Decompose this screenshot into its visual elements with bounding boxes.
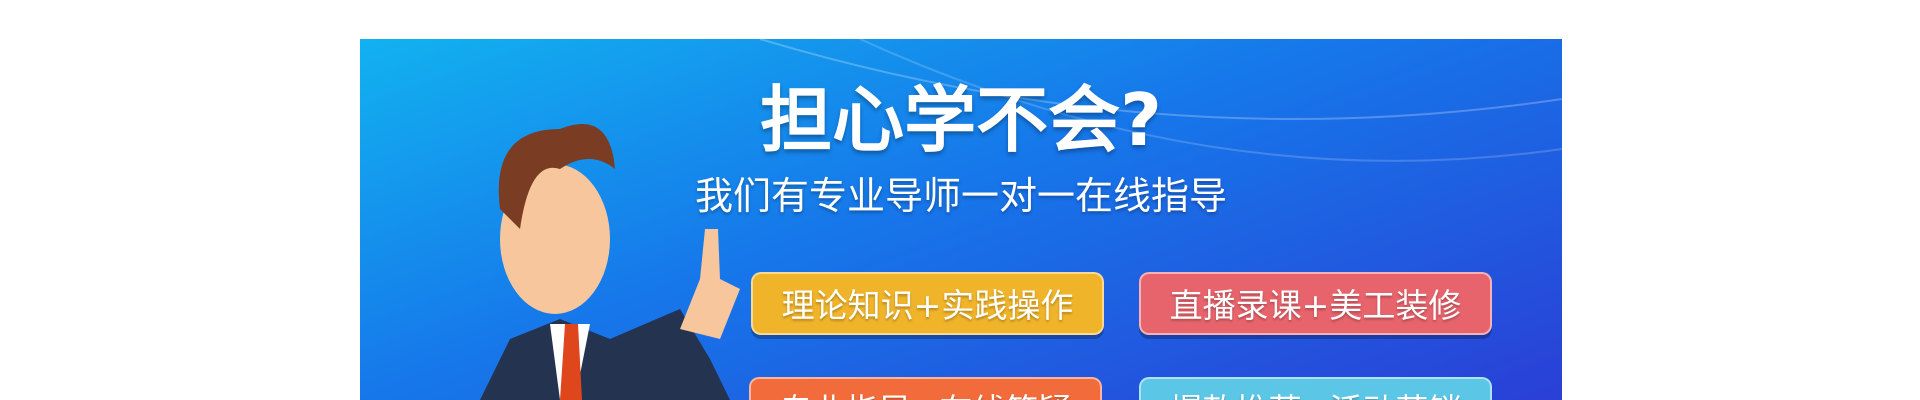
feature-button[interactable]: 理论知识+实践操作 xyxy=(751,272,1104,335)
title: 担心学不会? xyxy=(760,78,1162,162)
face xyxy=(500,164,610,314)
illustration xyxy=(480,39,1562,400)
banner: 担心学不会? 我们有专业导师一对一在线指导 理论知识+实践操作 直播录课+美工装… xyxy=(360,39,1562,400)
hair xyxy=(498,124,615,229)
feature-button[interactable]: 爆款推荐+活动营销 xyxy=(1139,377,1492,400)
decor-curve xyxy=(859,39,1562,162)
decor-curve xyxy=(759,39,1562,120)
tie xyxy=(560,324,582,400)
hand xyxy=(680,229,740,339)
suit xyxy=(480,309,730,400)
subtitle: 我们有专业导师一对一在线指导 xyxy=(694,174,1227,218)
feature-button[interactable]: 直播录课+美工装修 xyxy=(1139,272,1492,335)
feature-button[interactable]: 专业指导+在线答疑 xyxy=(749,377,1102,400)
